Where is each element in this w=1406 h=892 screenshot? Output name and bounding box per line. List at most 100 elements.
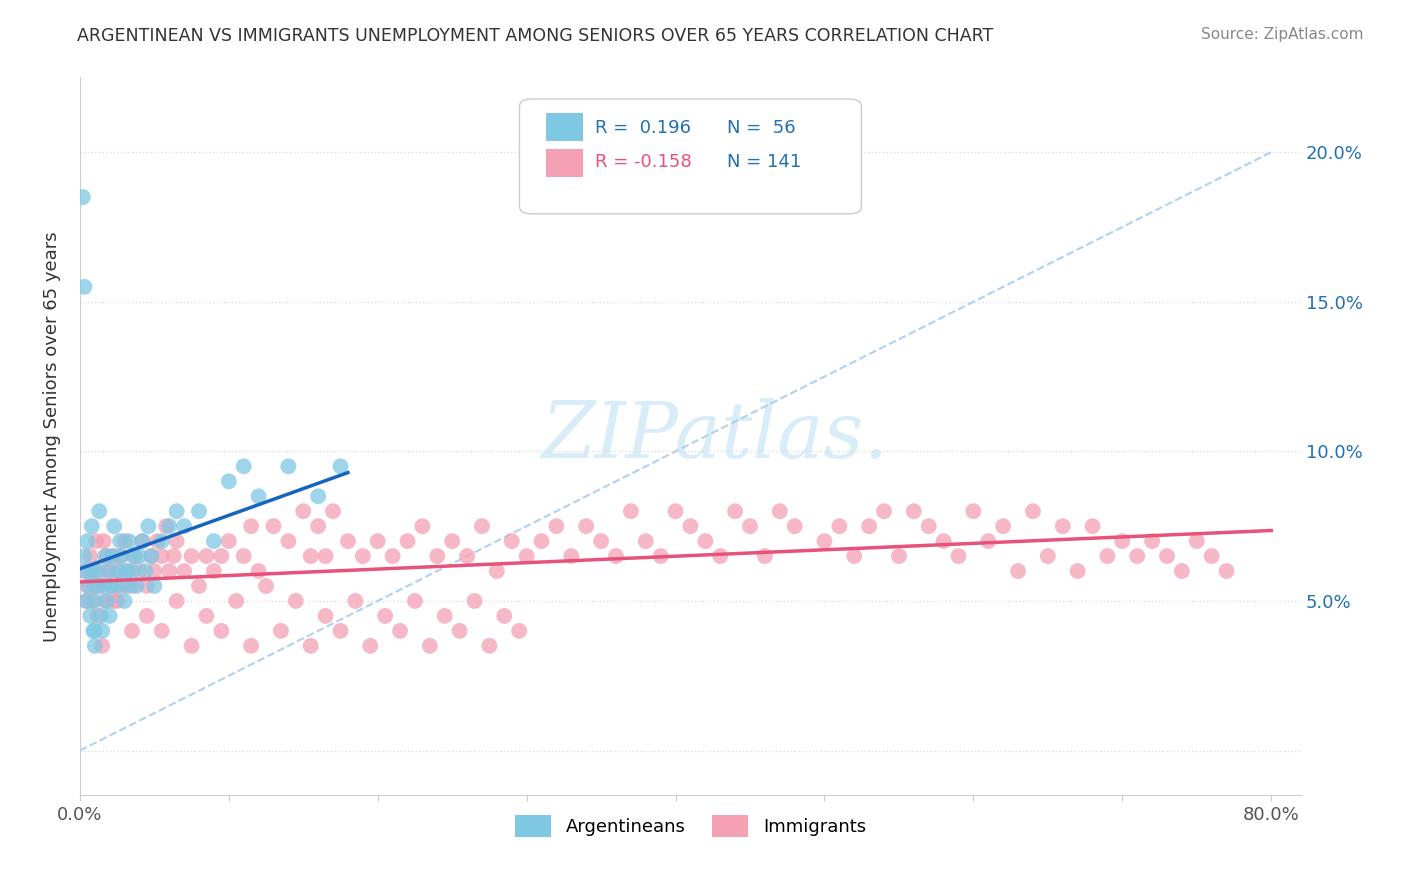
Point [367,534,389,549]
Point [546,519,568,533]
Point [89,504,111,518]
Point [163,549,186,563]
Point [195,549,218,563]
Point [195,608,218,623]
Point [530,534,553,549]
Point [150,549,173,563]
Point [166,594,188,608]
Point [105,564,128,578]
Point [1052,519,1074,533]
Point [124,549,146,563]
Point [1097,549,1119,563]
Point [299,549,322,563]
Point [277,459,299,474]
Point [769,504,792,518]
Point [284,594,307,608]
Point [754,549,776,563]
Point [225,594,247,608]
Point [72,190,94,204]
Point [344,594,367,608]
Point [396,534,419,549]
Point [1066,564,1088,578]
Point [76,579,98,593]
Legend: Argentineans, Immigrants: Argentineans, Immigrants [508,807,873,844]
Point [188,504,211,518]
Point [188,579,211,593]
Point [485,564,508,578]
Point [101,549,124,563]
Point [108,534,131,549]
Point [389,624,412,638]
Point [121,564,143,578]
Point [114,534,136,549]
Point [575,519,598,533]
Point [858,519,880,533]
Point [918,519,941,533]
Point [90,608,112,623]
Point [107,564,129,578]
Point [121,579,143,593]
Point [100,579,122,593]
Point [91,639,114,653]
Point [218,475,240,489]
Point [131,534,153,549]
Point [146,534,169,549]
Point [336,534,359,549]
FancyBboxPatch shape [519,99,862,214]
Point [141,549,163,563]
Point [173,564,195,578]
Point [173,519,195,533]
Point [404,594,426,608]
Point [105,579,128,593]
Point [135,608,157,623]
Point [135,579,157,593]
Point [299,639,322,653]
Point [591,534,613,549]
Point [232,549,254,563]
Point [93,579,115,593]
Point [209,549,232,563]
Point [292,504,315,518]
Point [101,549,124,563]
Point [471,519,494,533]
Point [315,608,337,623]
Point [932,534,955,549]
Point [783,519,806,533]
Point [73,564,96,578]
Point [1201,549,1223,563]
Point [991,519,1014,533]
Point [114,594,136,608]
Point [122,549,145,563]
Point [80,519,103,533]
Point [121,624,143,638]
Point [679,519,702,533]
Point [76,534,98,549]
Point [209,624,232,638]
Point [157,519,180,533]
Point [80,594,103,608]
Point [98,608,121,623]
Point [141,549,163,563]
Text: ARGENTINEAN VS IMMIGRANTS UNEMPLOYMENT AMONG SENIORS OVER 65 YEARS CORRELATION C: ARGENTINEAN VS IMMIGRANTS UNEMPLOYMENT A… [77,27,994,45]
Point [813,534,835,549]
Point [441,534,464,549]
Point [738,519,761,533]
Point [117,564,139,578]
Point [240,519,263,533]
Point [143,579,166,593]
Point [1215,564,1237,578]
Point [77,579,100,593]
Point [108,549,131,563]
Point [125,579,148,593]
Point [87,579,110,593]
Point [262,519,284,533]
Point [516,549,538,563]
Point [411,519,433,533]
Point [1081,519,1104,533]
Point [94,594,117,608]
Point [247,564,270,578]
Text: ZIPatlas.: ZIPatlas. [541,398,889,475]
Point [352,549,374,563]
Point [605,549,627,563]
Point [1140,534,1163,549]
